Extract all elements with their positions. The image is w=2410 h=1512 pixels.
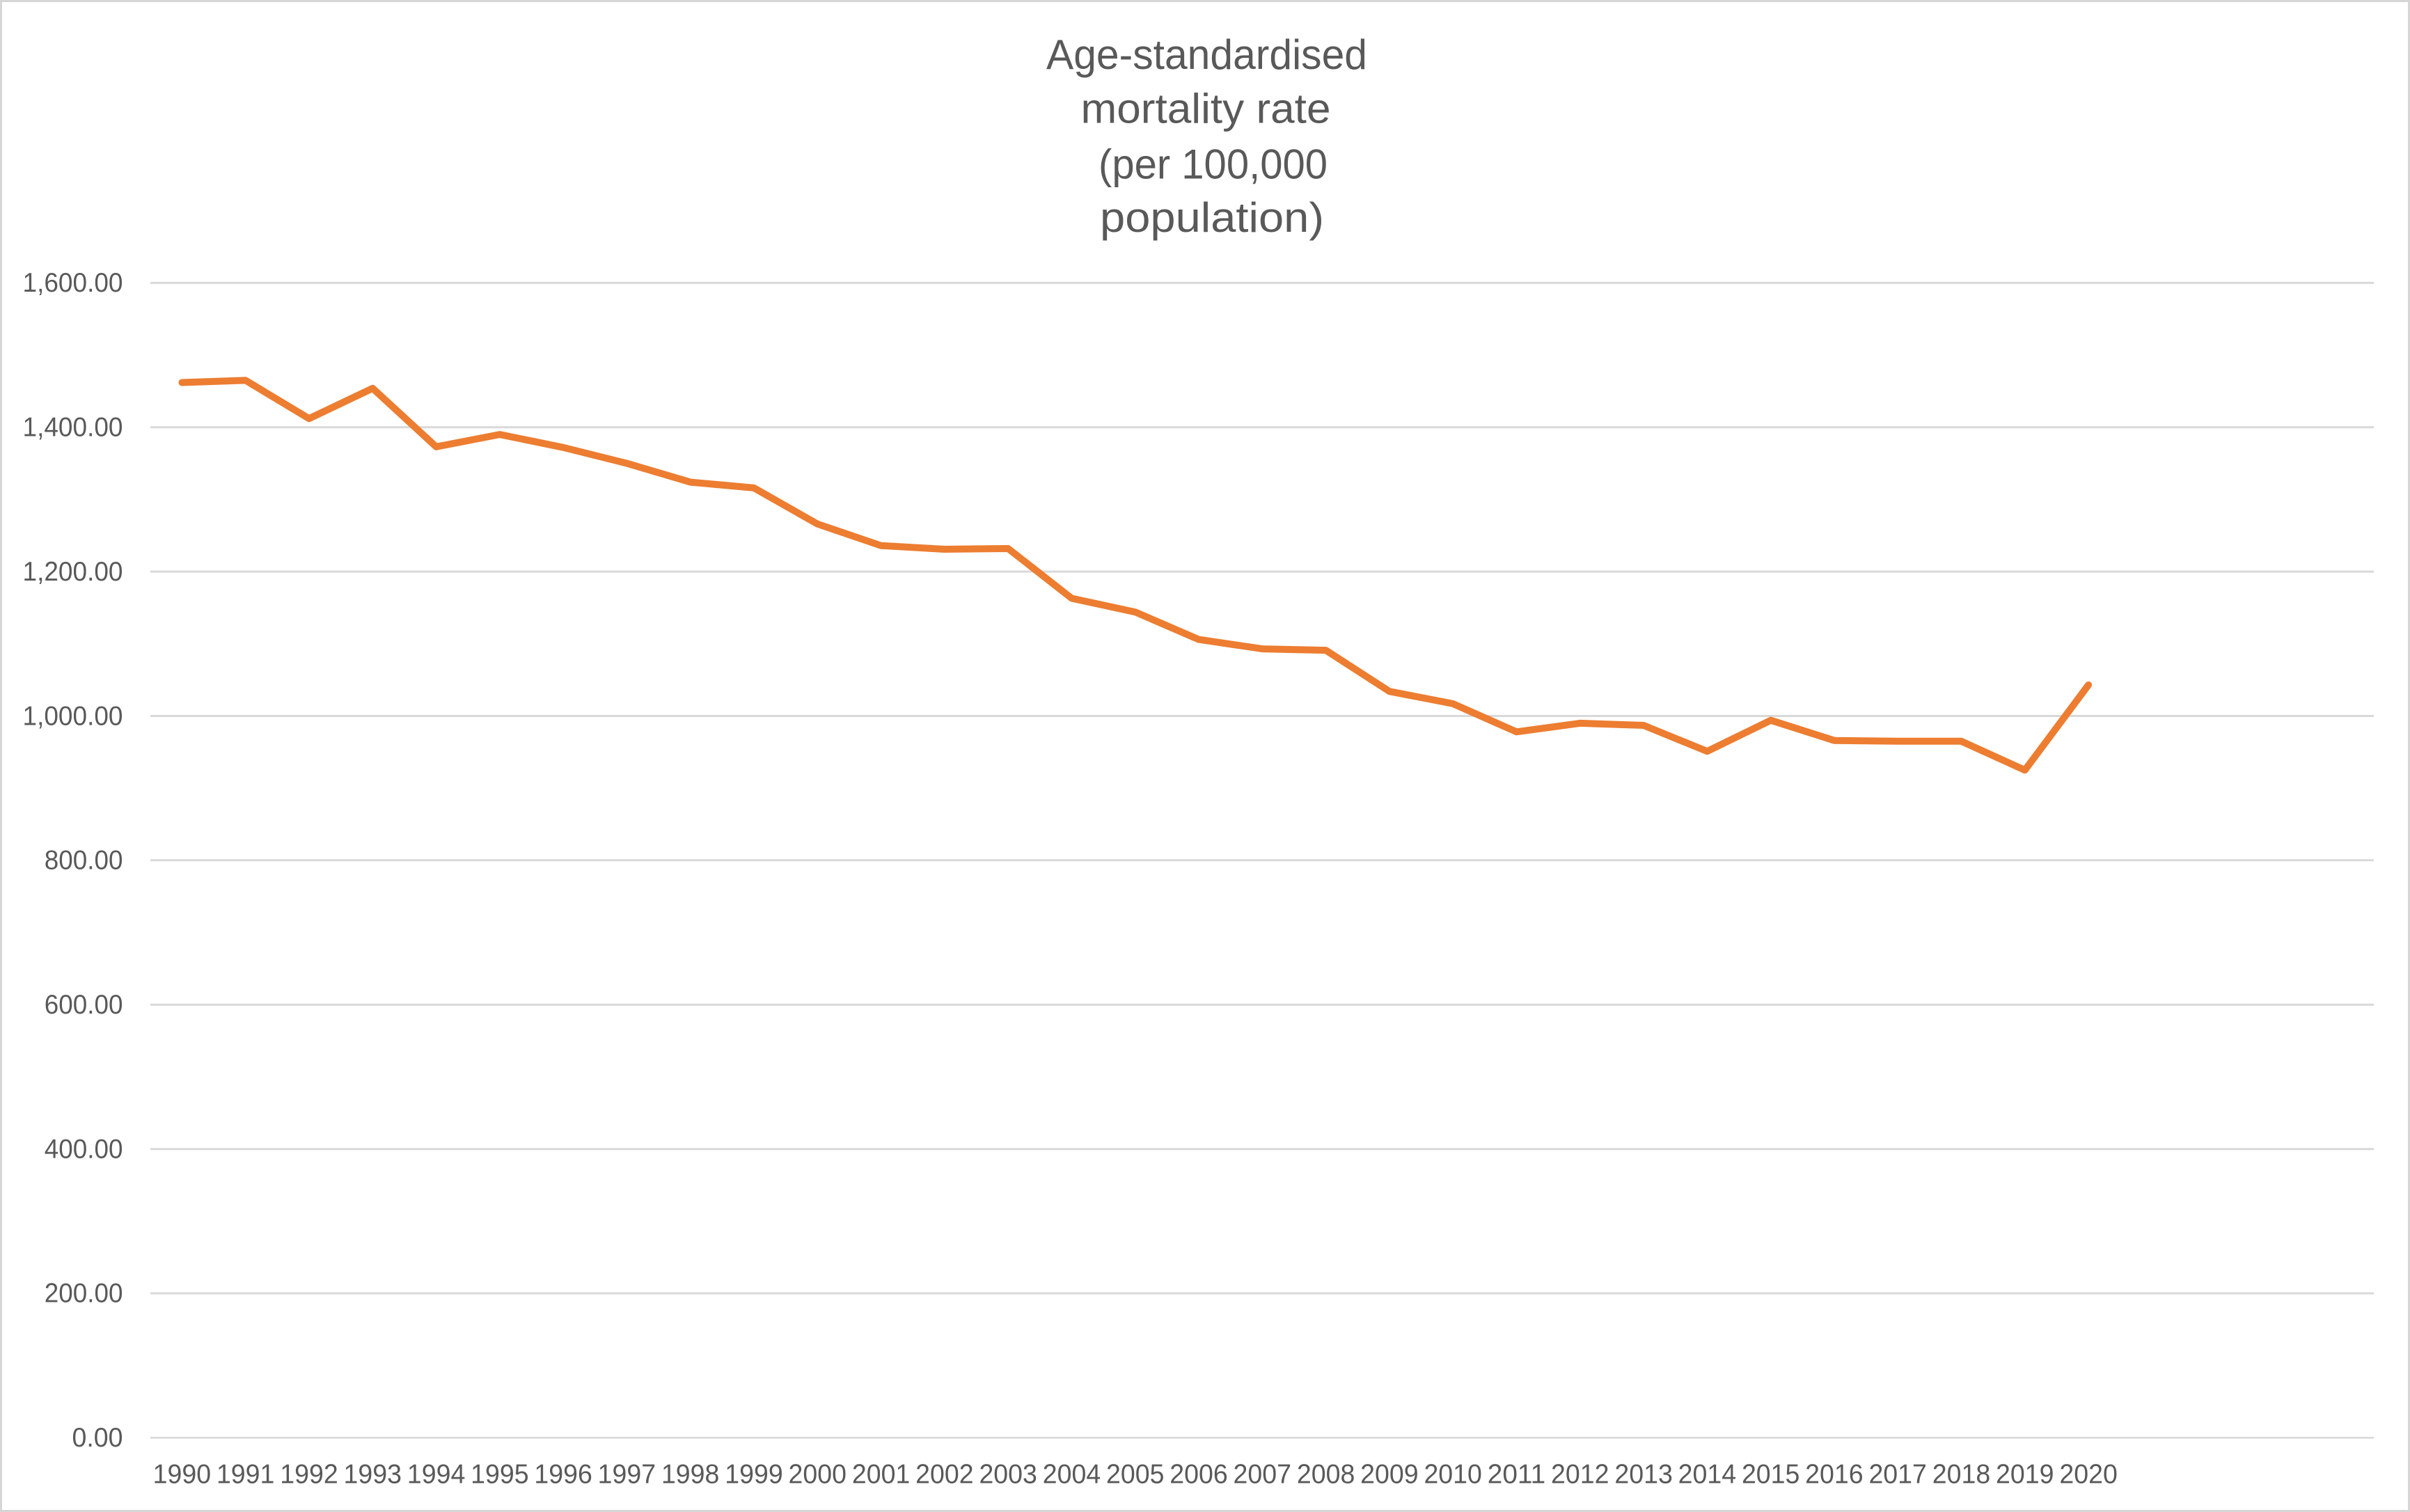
- svg-text:1,200.00: 1,200.00: [23, 557, 123, 587]
- svg-text:1997: 1997: [598, 1460, 656, 1490]
- svg-text:1992: 1992: [280, 1460, 338, 1490]
- svg-text:2009: 2009: [1360, 1460, 1419, 1490]
- svg-text:2001: 2001: [852, 1460, 911, 1490]
- svg-text:1993: 1993: [344, 1460, 402, 1490]
- svg-text:2010: 2010: [1424, 1460, 1482, 1490]
- svg-text:2012: 2012: [1551, 1460, 1609, 1490]
- svg-text:0.00: 0.00: [72, 1423, 123, 1453]
- svg-text:1996: 1996: [534, 1460, 592, 1490]
- svg-text:2020: 2020: [2059, 1460, 2118, 1490]
- svg-text:(per 100,000: (per 100,000: [1098, 141, 1328, 188]
- svg-text:2013: 2013: [1614, 1460, 1673, 1490]
- svg-text:mortality rate: mortality rate: [1081, 86, 1331, 132]
- svg-text:1999: 1999: [725, 1460, 783, 1490]
- svg-text:2019: 2019: [1996, 1460, 2054, 1490]
- svg-text:2007: 2007: [1234, 1460, 1292, 1490]
- svg-text:1994: 1994: [407, 1460, 466, 1490]
- svg-text:2011: 2011: [1488, 1460, 1546, 1490]
- svg-text:2005: 2005: [1106, 1460, 1165, 1490]
- svg-text:800.00: 800.00: [45, 846, 123, 876]
- svg-text:2016: 2016: [1805, 1460, 1864, 1490]
- svg-text:2004: 2004: [1043, 1460, 1101, 1490]
- svg-text:600.00: 600.00: [45, 990, 123, 1020]
- svg-text:2003: 2003: [979, 1460, 1037, 1490]
- svg-text:2014: 2014: [1678, 1460, 1737, 1490]
- svg-text:2017: 2017: [1868, 1460, 1927, 1490]
- svg-text:1,600.00: 1,600.00: [23, 268, 123, 298]
- svg-text:1,000.00: 1,000.00: [23, 701, 123, 731]
- svg-text:400.00: 400.00: [45, 1134, 123, 1164]
- svg-text:2018: 2018: [1932, 1460, 1991, 1490]
- svg-text:population): population): [1100, 194, 1324, 241]
- svg-text:2006: 2006: [1169, 1460, 1228, 1490]
- svg-text:1,400.00: 1,400.00: [23, 413, 123, 443]
- svg-text:2000: 2000: [789, 1460, 847, 1490]
- svg-text:1990: 1990: [153, 1460, 212, 1490]
- svg-text:200.00: 200.00: [45, 1279, 123, 1309]
- svg-text:1995: 1995: [471, 1460, 529, 1490]
- svg-text:2002: 2002: [915, 1460, 974, 1490]
- svg-text:1991: 1991: [216, 1460, 275, 1490]
- svg-text:Age-standardised: Age-standardised: [1046, 31, 1367, 78]
- svg-text:2015: 2015: [1742, 1460, 1800, 1490]
- svg-text:1998: 1998: [661, 1460, 720, 1490]
- svg-text:2008: 2008: [1297, 1460, 1355, 1490]
